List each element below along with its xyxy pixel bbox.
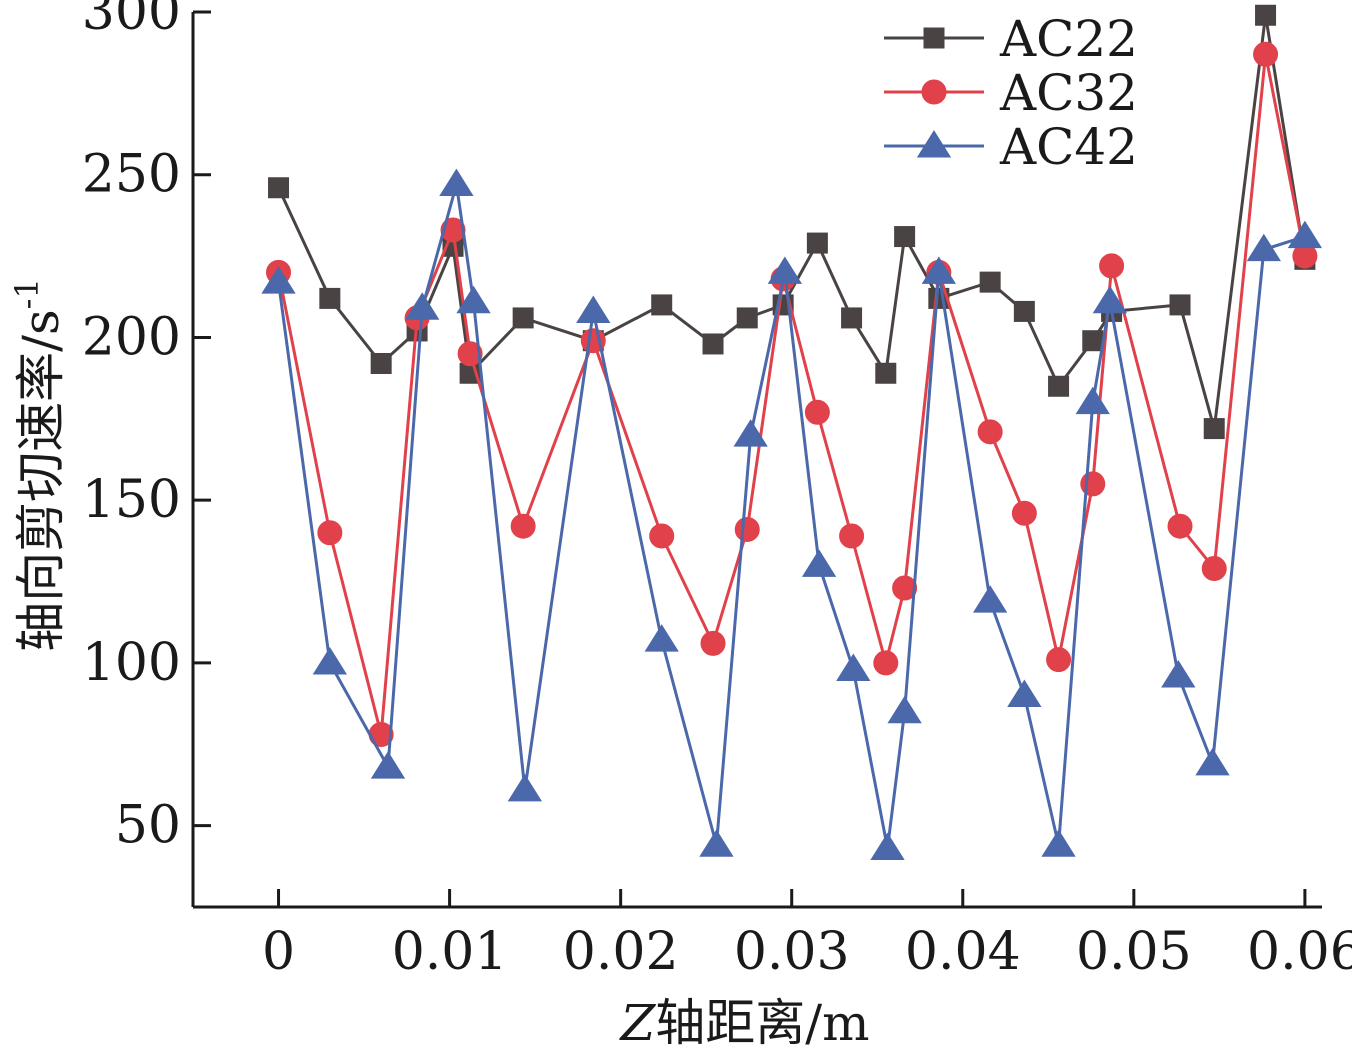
x-tick-label: 0.02 xyxy=(563,922,679,982)
data-point-ac22 xyxy=(1169,294,1191,316)
data-point-ac42 xyxy=(767,256,803,284)
legend-item-ac32: AC32 xyxy=(884,64,1138,122)
data-point-ac42 xyxy=(1007,679,1042,708)
y-axis-title-sup: -1 xyxy=(8,278,46,309)
data-point-ac42 xyxy=(576,295,611,323)
series-line-ac22 xyxy=(277,15,1307,429)
series-ac32 xyxy=(266,41,1318,748)
legend-marker-ac32 xyxy=(921,79,947,105)
y-tick-label: 150 xyxy=(82,470,181,530)
legend-marker-ac42 xyxy=(916,130,952,158)
data-point-ac22 xyxy=(702,333,724,355)
data-point-ac42 xyxy=(1092,285,1128,314)
x-axis-title: Z轴距离/m xyxy=(618,994,869,1050)
data-point-ac22 xyxy=(806,232,828,254)
data-point-ac42 xyxy=(1161,660,1196,688)
data-point-ac42 xyxy=(836,653,871,681)
axes: 50 100 150 200 250 300 0 0.01 0.02 0.03 0.04 0.05 0.… xyxy=(82,0,1352,982)
y-tick-label: 200 xyxy=(82,307,181,367)
series-ac22 xyxy=(268,4,1316,440)
data-point-ac42 xyxy=(644,624,679,652)
data-point-ac32 xyxy=(1099,253,1125,279)
y-tick-label: 50 xyxy=(115,796,181,856)
x-axis-title-rest: 轴距离/m xyxy=(655,994,869,1050)
data-point-ac22 xyxy=(268,177,290,199)
data-point-ac22 xyxy=(841,307,863,329)
x-tick-label: 0.04 xyxy=(905,922,1021,982)
legend-item-ac22: AC22 xyxy=(884,10,1138,68)
data-point-ac32 xyxy=(317,520,343,546)
data-point-ac32 xyxy=(1011,500,1037,526)
data-point-ac42 xyxy=(921,256,956,284)
data-point-ac42 xyxy=(405,292,440,320)
data-point-ac42 xyxy=(439,168,474,197)
data-point-ac42 xyxy=(699,829,734,857)
data-point-ac22 xyxy=(319,287,341,309)
data-point-ac42 xyxy=(870,832,905,860)
data-point-ac42 xyxy=(312,647,348,675)
data-point-ac42 xyxy=(1195,747,1230,776)
data-point-ac32 xyxy=(804,399,830,425)
data-point-ac42 xyxy=(887,695,922,724)
data-point-ac32 xyxy=(1046,647,1072,673)
data-point-ac22 xyxy=(1013,300,1035,322)
data-point-ac22 xyxy=(1203,418,1225,440)
data-point-ac22 xyxy=(1082,330,1104,352)
data-point-ac22 xyxy=(894,226,916,248)
data-point-ac32 xyxy=(700,630,726,656)
y-axis-title: 轴向剪切速率/s-1 xyxy=(8,278,70,652)
data-point-ac22 xyxy=(736,307,758,329)
data-point-ac42 xyxy=(733,419,768,447)
data-point-ac32 xyxy=(457,341,483,367)
data-point-ac32 xyxy=(510,513,536,539)
x-tick-label: 0.06 xyxy=(1247,922,1352,982)
x-tick-label: 0.05 xyxy=(1076,922,1192,982)
x-tick-label: 0.01 xyxy=(392,922,508,982)
x-tick-label: 0 xyxy=(262,922,295,982)
legend-label-ac42: AC42 xyxy=(999,118,1138,176)
y-axis-title-base: 轴向剪切速率/s xyxy=(12,309,70,652)
y-tick-label: 100 xyxy=(82,633,181,693)
data-point-ac32 xyxy=(892,575,918,601)
series-line-ac32 xyxy=(277,54,1307,735)
data-point-ac42 xyxy=(261,266,296,294)
data-point-ac42 xyxy=(972,585,1008,613)
x-tick-label: 0.03 xyxy=(734,922,850,982)
legend-item-ac42: AC42 xyxy=(884,118,1138,176)
y-tick-label: 300 xyxy=(82,0,181,42)
data-point-ac22 xyxy=(1048,375,1070,397)
x-axis-title-italic: Z xyxy=(618,994,656,1050)
data-point-ac32 xyxy=(1167,513,1193,539)
data-point-ac42 xyxy=(507,773,543,802)
data-point-ac42 xyxy=(1246,233,1281,262)
data-point-ac42 xyxy=(1075,386,1110,415)
data-point-ac22 xyxy=(512,307,534,329)
data-point-ac42 xyxy=(801,549,837,577)
data-point-ac22 xyxy=(1255,4,1277,26)
series-ac42 xyxy=(261,168,1323,860)
data-point-ac32 xyxy=(1253,41,1279,67)
data-point-ac32 xyxy=(734,516,760,542)
data-point-ac32 xyxy=(977,419,1003,445)
series-line-ac42 xyxy=(277,184,1306,849)
data-point-ac22 xyxy=(651,294,673,316)
legend-label-ac32: AC32 xyxy=(999,64,1138,122)
data-point-ac32 xyxy=(873,650,899,676)
series-layer xyxy=(261,4,1323,860)
data-point-ac42 xyxy=(370,751,406,779)
data-point-ac22 xyxy=(370,352,392,374)
y-tick-label: 250 xyxy=(82,145,181,205)
data-point-ac42 xyxy=(456,285,491,314)
legend-marker-ac22 xyxy=(923,27,945,49)
data-point-ac42 xyxy=(1041,829,1076,857)
data-point-ac32 xyxy=(839,523,865,549)
data-point-ac32 xyxy=(1201,556,1227,582)
data-point-ac42 xyxy=(1287,220,1323,249)
data-point-ac22 xyxy=(875,362,897,384)
data-point-ac32 xyxy=(649,523,675,549)
legend-label-ac22: AC22 xyxy=(999,10,1138,68)
data-point-ac22 xyxy=(979,271,1001,293)
